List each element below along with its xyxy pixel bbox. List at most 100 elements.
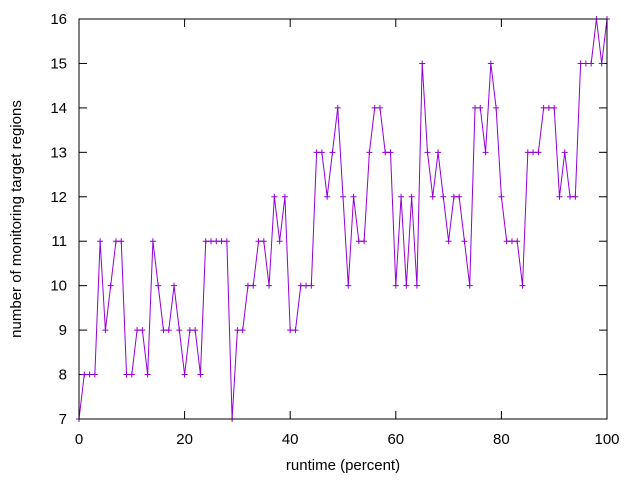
data-point (255, 238, 262, 245)
series-layer (76, 16, 610, 422)
data-point (97, 238, 104, 245)
data-point (461, 238, 468, 245)
data-point (551, 104, 558, 111)
data-point (493, 104, 500, 111)
data-point (276, 238, 283, 245)
data-point (477, 104, 484, 111)
data-point (118, 238, 125, 245)
data-point (208, 238, 214, 245)
data-point (86, 371, 93, 378)
axis-ticks (78, 18, 608, 420)
data-point (160, 327, 167, 334)
data-point (91, 371, 98, 378)
data-point (487, 60, 494, 67)
y-tick-label: 16 (50, 11, 67, 28)
data-point (139, 327, 146, 334)
data-point (171, 282, 178, 289)
y-tick-label: 15 (50, 55, 67, 72)
data-point (376, 104, 383, 111)
data-point (234, 327, 241, 334)
y-tick-label: 14 (50, 100, 67, 117)
data-point (287, 327, 294, 334)
x-tick-label: 80 (493, 431, 510, 448)
data-point (181, 371, 188, 378)
data-point (588, 60, 595, 67)
data-point (371, 104, 378, 111)
data-point (81, 371, 88, 378)
data-point (435, 149, 442, 156)
data-point (244, 282, 251, 289)
data-point (340, 193, 346, 200)
x-tick-label: 0 (75, 431, 83, 448)
data-point (297, 282, 304, 289)
data-point (519, 282, 526, 289)
data-point (440, 193, 447, 200)
data-point (424, 149, 431, 156)
data-point (572, 193, 579, 200)
data-point (107, 282, 114, 289)
data-point (308, 282, 315, 289)
data-point (334, 104, 341, 111)
y-tick-label: 11 (51, 233, 67, 250)
data-point (582, 60, 589, 67)
y-tick-label: 8 (59, 367, 67, 384)
data-point (165, 327, 172, 334)
data-point (123, 371, 130, 378)
data-point (292, 327, 299, 334)
data-point (128, 371, 135, 378)
data-point (218, 238, 225, 245)
data-point (149, 238, 156, 245)
data-point (514, 238, 521, 245)
data-point (556, 193, 563, 200)
plot-frame (78, 18, 608, 420)
data-point (408, 193, 415, 200)
data-point (456, 193, 463, 200)
x-tick-label: 40 (282, 431, 299, 448)
x-tick-label: 100 (594, 431, 619, 448)
data-point (318, 149, 325, 156)
data-point (577, 60, 584, 67)
data-point (186, 327, 193, 334)
data-point (176, 327, 183, 334)
y-tick-label: 13 (50, 144, 67, 161)
y-axis-label: number of monitoring target regions (8, 100, 25, 338)
data-point (413, 282, 420, 289)
data-point (598, 60, 605, 67)
data-point (535, 149, 542, 156)
data-point (429, 193, 436, 200)
data-point (266, 282, 273, 289)
data-point (503, 238, 510, 245)
data-point (329, 149, 336, 156)
data-point (239, 327, 246, 334)
x-axis-label: runtime (percent) (286, 457, 400, 474)
data-point (530, 149, 537, 156)
data-point (355, 238, 362, 245)
data-point (213, 238, 220, 245)
axis-tick-labels: 7 8 9 10 11 12 13 14 15 16 0 20 40 60 80 100 (50, 11, 619, 448)
data-point (508, 238, 515, 245)
data-point (445, 238, 452, 245)
data-point (472, 104, 478, 111)
data-point (382, 149, 389, 156)
data-point (345, 282, 352, 289)
data-point (324, 193, 331, 200)
data-point (482, 149, 489, 156)
data-point (419, 60, 426, 67)
series-line (78, 18, 608, 420)
data-point (303, 282, 310, 289)
data-point (392, 282, 399, 289)
y-tick-label: 10 (50, 278, 67, 295)
data-point (260, 238, 267, 245)
data-point (313, 149, 320, 156)
data-point (498, 193, 505, 200)
data-point (561, 149, 568, 156)
data-point (134, 327, 141, 334)
data-point (567, 193, 574, 200)
data-point (398, 193, 405, 200)
x-tick-label: 60 (387, 431, 404, 448)
y-tick-label: 9 (59, 322, 67, 339)
data-point (366, 149, 373, 156)
data-point (524, 149, 531, 156)
